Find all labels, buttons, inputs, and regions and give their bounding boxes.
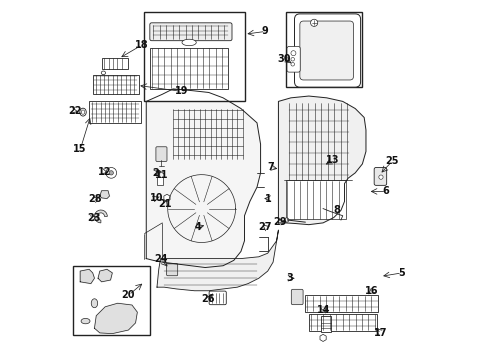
Text: 26: 26 xyxy=(201,294,214,304)
Text: 9: 9 xyxy=(261,26,268,36)
Text: 4: 4 xyxy=(194,222,201,232)
Ellipse shape xyxy=(101,71,105,75)
Bar xyxy=(157,177,163,185)
Circle shape xyxy=(106,167,116,178)
Text: 23: 23 xyxy=(87,212,101,222)
Text: 30: 30 xyxy=(277,54,291,64)
Text: 22: 22 xyxy=(68,106,81,116)
FancyBboxPatch shape xyxy=(286,46,300,72)
FancyBboxPatch shape xyxy=(373,167,386,185)
Bar xyxy=(73,266,149,336)
Text: 20: 20 xyxy=(122,290,135,300)
Text: 24: 24 xyxy=(154,254,167,264)
Text: 6: 6 xyxy=(382,186,388,197)
Ellipse shape xyxy=(80,108,86,116)
Polygon shape xyxy=(146,89,260,267)
Text: 8: 8 xyxy=(332,205,340,215)
Bar xyxy=(305,295,378,312)
Circle shape xyxy=(378,175,382,179)
Text: 19: 19 xyxy=(174,86,188,96)
Bar xyxy=(89,102,141,123)
Ellipse shape xyxy=(91,299,98,308)
Wedge shape xyxy=(94,210,107,223)
Text: 14: 14 xyxy=(317,305,330,315)
Bar xyxy=(144,12,244,102)
Text: 13: 13 xyxy=(325,156,339,165)
Bar xyxy=(149,48,228,89)
Bar xyxy=(321,316,331,332)
Bar xyxy=(285,12,362,87)
Circle shape xyxy=(290,51,295,56)
Bar xyxy=(93,75,139,94)
FancyBboxPatch shape xyxy=(156,147,166,161)
Polygon shape xyxy=(278,96,365,225)
Text: 1: 1 xyxy=(265,194,272,203)
Polygon shape xyxy=(80,269,94,284)
Polygon shape xyxy=(100,191,109,199)
Text: 28: 28 xyxy=(88,194,102,204)
Polygon shape xyxy=(94,303,137,334)
Text: 16: 16 xyxy=(364,287,377,296)
Circle shape xyxy=(284,218,288,222)
Circle shape xyxy=(310,19,317,26)
FancyBboxPatch shape xyxy=(149,23,231,41)
Circle shape xyxy=(290,63,294,66)
Bar xyxy=(285,180,346,219)
Circle shape xyxy=(109,171,113,175)
Text: 12: 12 xyxy=(98,167,112,177)
Text: 11: 11 xyxy=(155,170,168,180)
Ellipse shape xyxy=(182,39,196,46)
FancyBboxPatch shape xyxy=(299,21,353,80)
Text: 25: 25 xyxy=(384,157,398,166)
Text: 10: 10 xyxy=(149,193,163,203)
Text: 15: 15 xyxy=(73,144,87,154)
Text: 5: 5 xyxy=(398,268,404,278)
FancyBboxPatch shape xyxy=(209,291,226,305)
Text: 29: 29 xyxy=(273,217,286,227)
Text: 18: 18 xyxy=(135,40,148,50)
Polygon shape xyxy=(98,269,112,282)
Polygon shape xyxy=(157,230,278,291)
Text: 27: 27 xyxy=(258,222,271,232)
Bar xyxy=(102,58,128,69)
Text: 3: 3 xyxy=(286,273,293,283)
FancyBboxPatch shape xyxy=(166,264,177,276)
FancyBboxPatch shape xyxy=(294,14,360,87)
Ellipse shape xyxy=(81,319,90,324)
Text: 2: 2 xyxy=(151,168,158,178)
Bar xyxy=(308,314,376,331)
Circle shape xyxy=(290,58,294,61)
Ellipse shape xyxy=(81,110,84,114)
Text: 17: 17 xyxy=(373,328,387,338)
FancyBboxPatch shape xyxy=(291,289,303,305)
Text: 7: 7 xyxy=(266,162,273,172)
Text: 21: 21 xyxy=(158,199,171,209)
